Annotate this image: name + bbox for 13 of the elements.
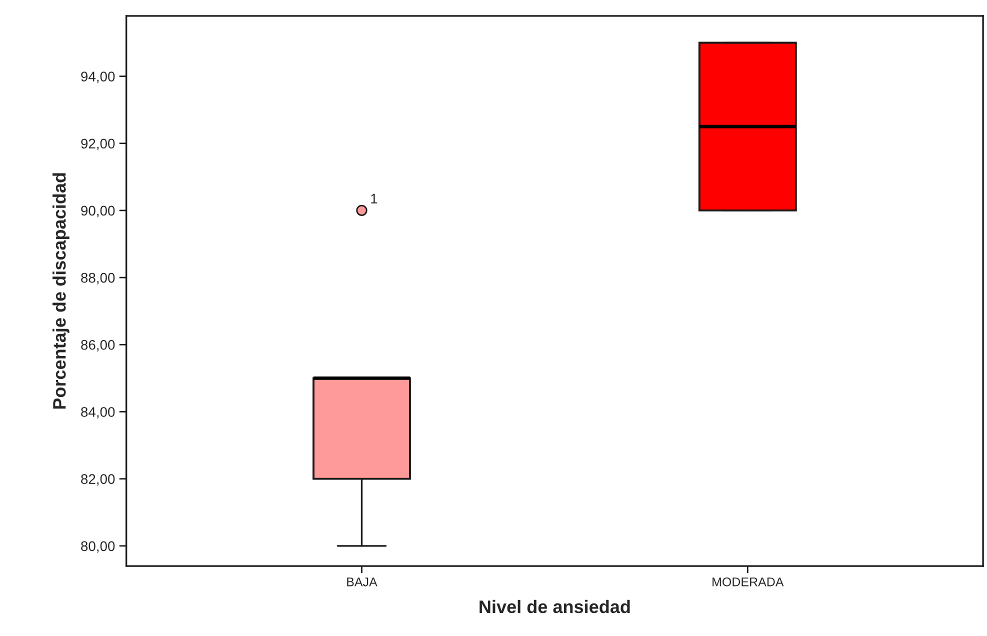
annotation: 1 — [371, 194, 378, 204]
x-axis-title: Nivel de ansiedad — [480, 600, 630, 614]
y-tick-label: 80,00 — [81, 541, 115, 553]
y-tick-label: 92,00 — [81, 138, 115, 150]
y-tick-label: 88,00 — [81, 272, 115, 284]
y-tick-label: 82,00 — [81, 474, 115, 486]
y-axis-title: Porcentaje de discapacidad — [52, 173, 70, 409]
y-tick-label: 84,00 — [81, 407, 115, 419]
y-tick-label: 90,00 — [81, 206, 115, 218]
y-tick-label: 86,00 — [81, 340, 115, 352]
x-tick-label: BAJA — [347, 578, 378, 586]
y-tick-label: 94,00 — [81, 72, 115, 84]
x-tick-label: MODERADA — [712, 577, 784, 586]
